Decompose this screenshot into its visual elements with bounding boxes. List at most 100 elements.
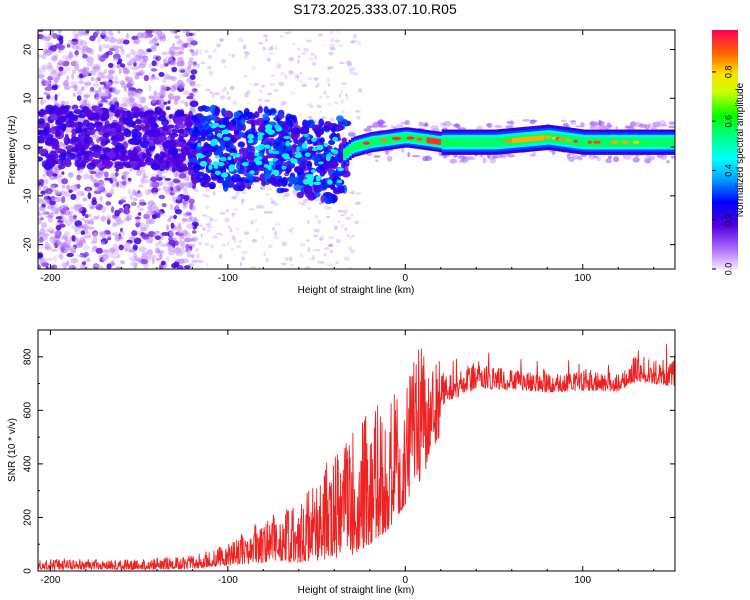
spectrogram-cell — [116, 218, 123, 226]
spectrogram-cell — [173, 214, 178, 220]
spectrogram-cell — [210, 140, 216, 147]
spectrogram-cell — [541, 135, 544, 141]
spectrogram-cell — [312, 186, 321, 193]
spectrogram-cell — [147, 116, 157, 124]
spectrogram-cell — [38, 30, 44, 33]
spectrogram-cell — [62, 70, 67, 75]
spectrogram-cell — [359, 141, 363, 150]
spectrogram-cell — [83, 245, 90, 251]
spectrogram-cell — [118, 244, 124, 251]
spectrogram-cell — [154, 235, 161, 241]
spectrogram-cell — [301, 52, 306, 55]
spectrogram-cell — [231, 212, 236, 216]
spectrogram-cell — [55, 216, 64, 220]
spectrogram-cell — [529, 136, 532, 142]
spectrogram-cell — [149, 129, 157, 134]
spectrogram-cell — [329, 38, 335, 43]
spectrogram-cell — [105, 82, 113, 88]
snr-x-label: Height of straight line (km) — [298, 585, 415, 596]
spectrogram-cell — [314, 214, 319, 219]
spectrogram-cell — [209, 91, 214, 94]
spectrogram-cell — [54, 77, 58, 85]
spectrogram-cell — [665, 159, 670, 164]
spectrogram-cell — [285, 257, 289, 261]
spectrogram-cell — [275, 64, 282, 70]
spectrogram-cell — [339, 61, 345, 65]
spectrogram-cell — [133, 37, 141, 45]
spectrogram-cell — [130, 256, 137, 263]
spectrogram-cell — [162, 180, 170, 186]
spectrogram-cell — [485, 123, 492, 127]
spectrogram-cell — [229, 152, 236, 156]
spectrogram-cell — [169, 229, 173, 235]
spectrogram-cell — [337, 30, 340, 34]
spectrogram-cell — [123, 128, 130, 136]
spectrogram-cell — [153, 36, 162, 41]
spectrogram-cell — [138, 63, 146, 69]
spectrogram-cell — [102, 147, 112, 153]
spectrogram-cell — [138, 199, 146, 206]
spectrogram-cell — [66, 252, 74, 258]
spectrogram-cell — [191, 254, 195, 259]
spectrogram-cell — [236, 245, 242, 248]
spectrogram-cell — [58, 205, 67, 212]
spectrogram-cell — [145, 147, 151, 156]
spectrogram-cell — [212, 161, 219, 167]
spectrogram-cell — [354, 220, 359, 225]
spectrogram-cell — [162, 203, 167, 208]
spectrogram-cell — [77, 30, 86, 36]
spectrogram-cell — [258, 98, 263, 102]
spectrogram-cell — [325, 155, 331, 162]
spectrogram-cell — [146, 33, 154, 38]
spectrogram-cell — [341, 109, 345, 114]
spectrogram-cell — [175, 203, 179, 211]
spectrogram-cell — [227, 156, 232, 161]
spectrogram-cell — [377, 119, 384, 125]
spectrogram-cell — [185, 121, 193, 129]
spectrogram-cell — [208, 71, 215, 74]
spectrogram-cell — [70, 84, 78, 89]
spectrogram-cell — [130, 106, 140, 114]
spectrogram-cell — [347, 62, 352, 67]
spectrogram-cell — [76, 95, 82, 102]
spectrogram-cell — [613, 156, 620, 163]
spectrogram-cell — [356, 40, 362, 46]
spectrogram-x-tick-label: 100 — [574, 273, 591, 284]
spectrogram-cell — [155, 56, 159, 61]
spectrogram-cell — [54, 148, 64, 154]
spectrogram-cell — [199, 160, 208, 167]
spectrogram-cell — [49, 200, 56, 206]
spectrogram-cell — [50, 55, 58, 62]
spectrogram-cell — [132, 244, 138, 251]
spectrogram-cell — [307, 247, 310, 253]
spectrogram-cell — [318, 118, 325, 127]
spectrogram-cell — [329, 46, 336, 51]
spectrogram-cell — [481, 137, 485, 148]
spectrogram-cell — [148, 189, 153, 194]
spectrogram-cell — [299, 71, 303, 75]
colorbar-tick-label: 0.8 — [723, 66, 733, 79]
spectrogram-cell — [217, 162, 225, 167]
spectrogram-cell — [324, 205, 328, 210]
spectrogram-cell — [188, 56, 194, 63]
spectrogram-cell — [93, 31, 99, 38]
spectrogram-cell — [128, 96, 136, 103]
spectrogram-cell — [58, 59, 65, 66]
spectrogram-cell — [341, 137, 347, 144]
spectrogram-cell — [207, 228, 211, 233]
spectrogram-cell — [102, 256, 108, 262]
spectrogram-cell — [41, 210, 49, 216]
spectrogram-cell — [186, 44, 192, 48]
spectrogram-cell — [147, 255, 152, 262]
spectrogram-cell — [121, 180, 127, 186]
spectrogram-cell — [197, 124, 203, 131]
spectrogram-cell — [406, 136, 415, 140]
spectrogram-cell — [353, 34, 357, 39]
spectrogram-cell — [38, 184, 41, 189]
spectrogram-cell — [38, 118, 45, 125]
spectrogram-cell — [194, 51, 199, 56]
spectrogram-cell — [155, 230, 160, 234]
spectrogram-cell — [151, 211, 157, 215]
spectrogram-cell — [241, 162, 249, 167]
spectrogram-cell — [38, 135, 45, 144]
